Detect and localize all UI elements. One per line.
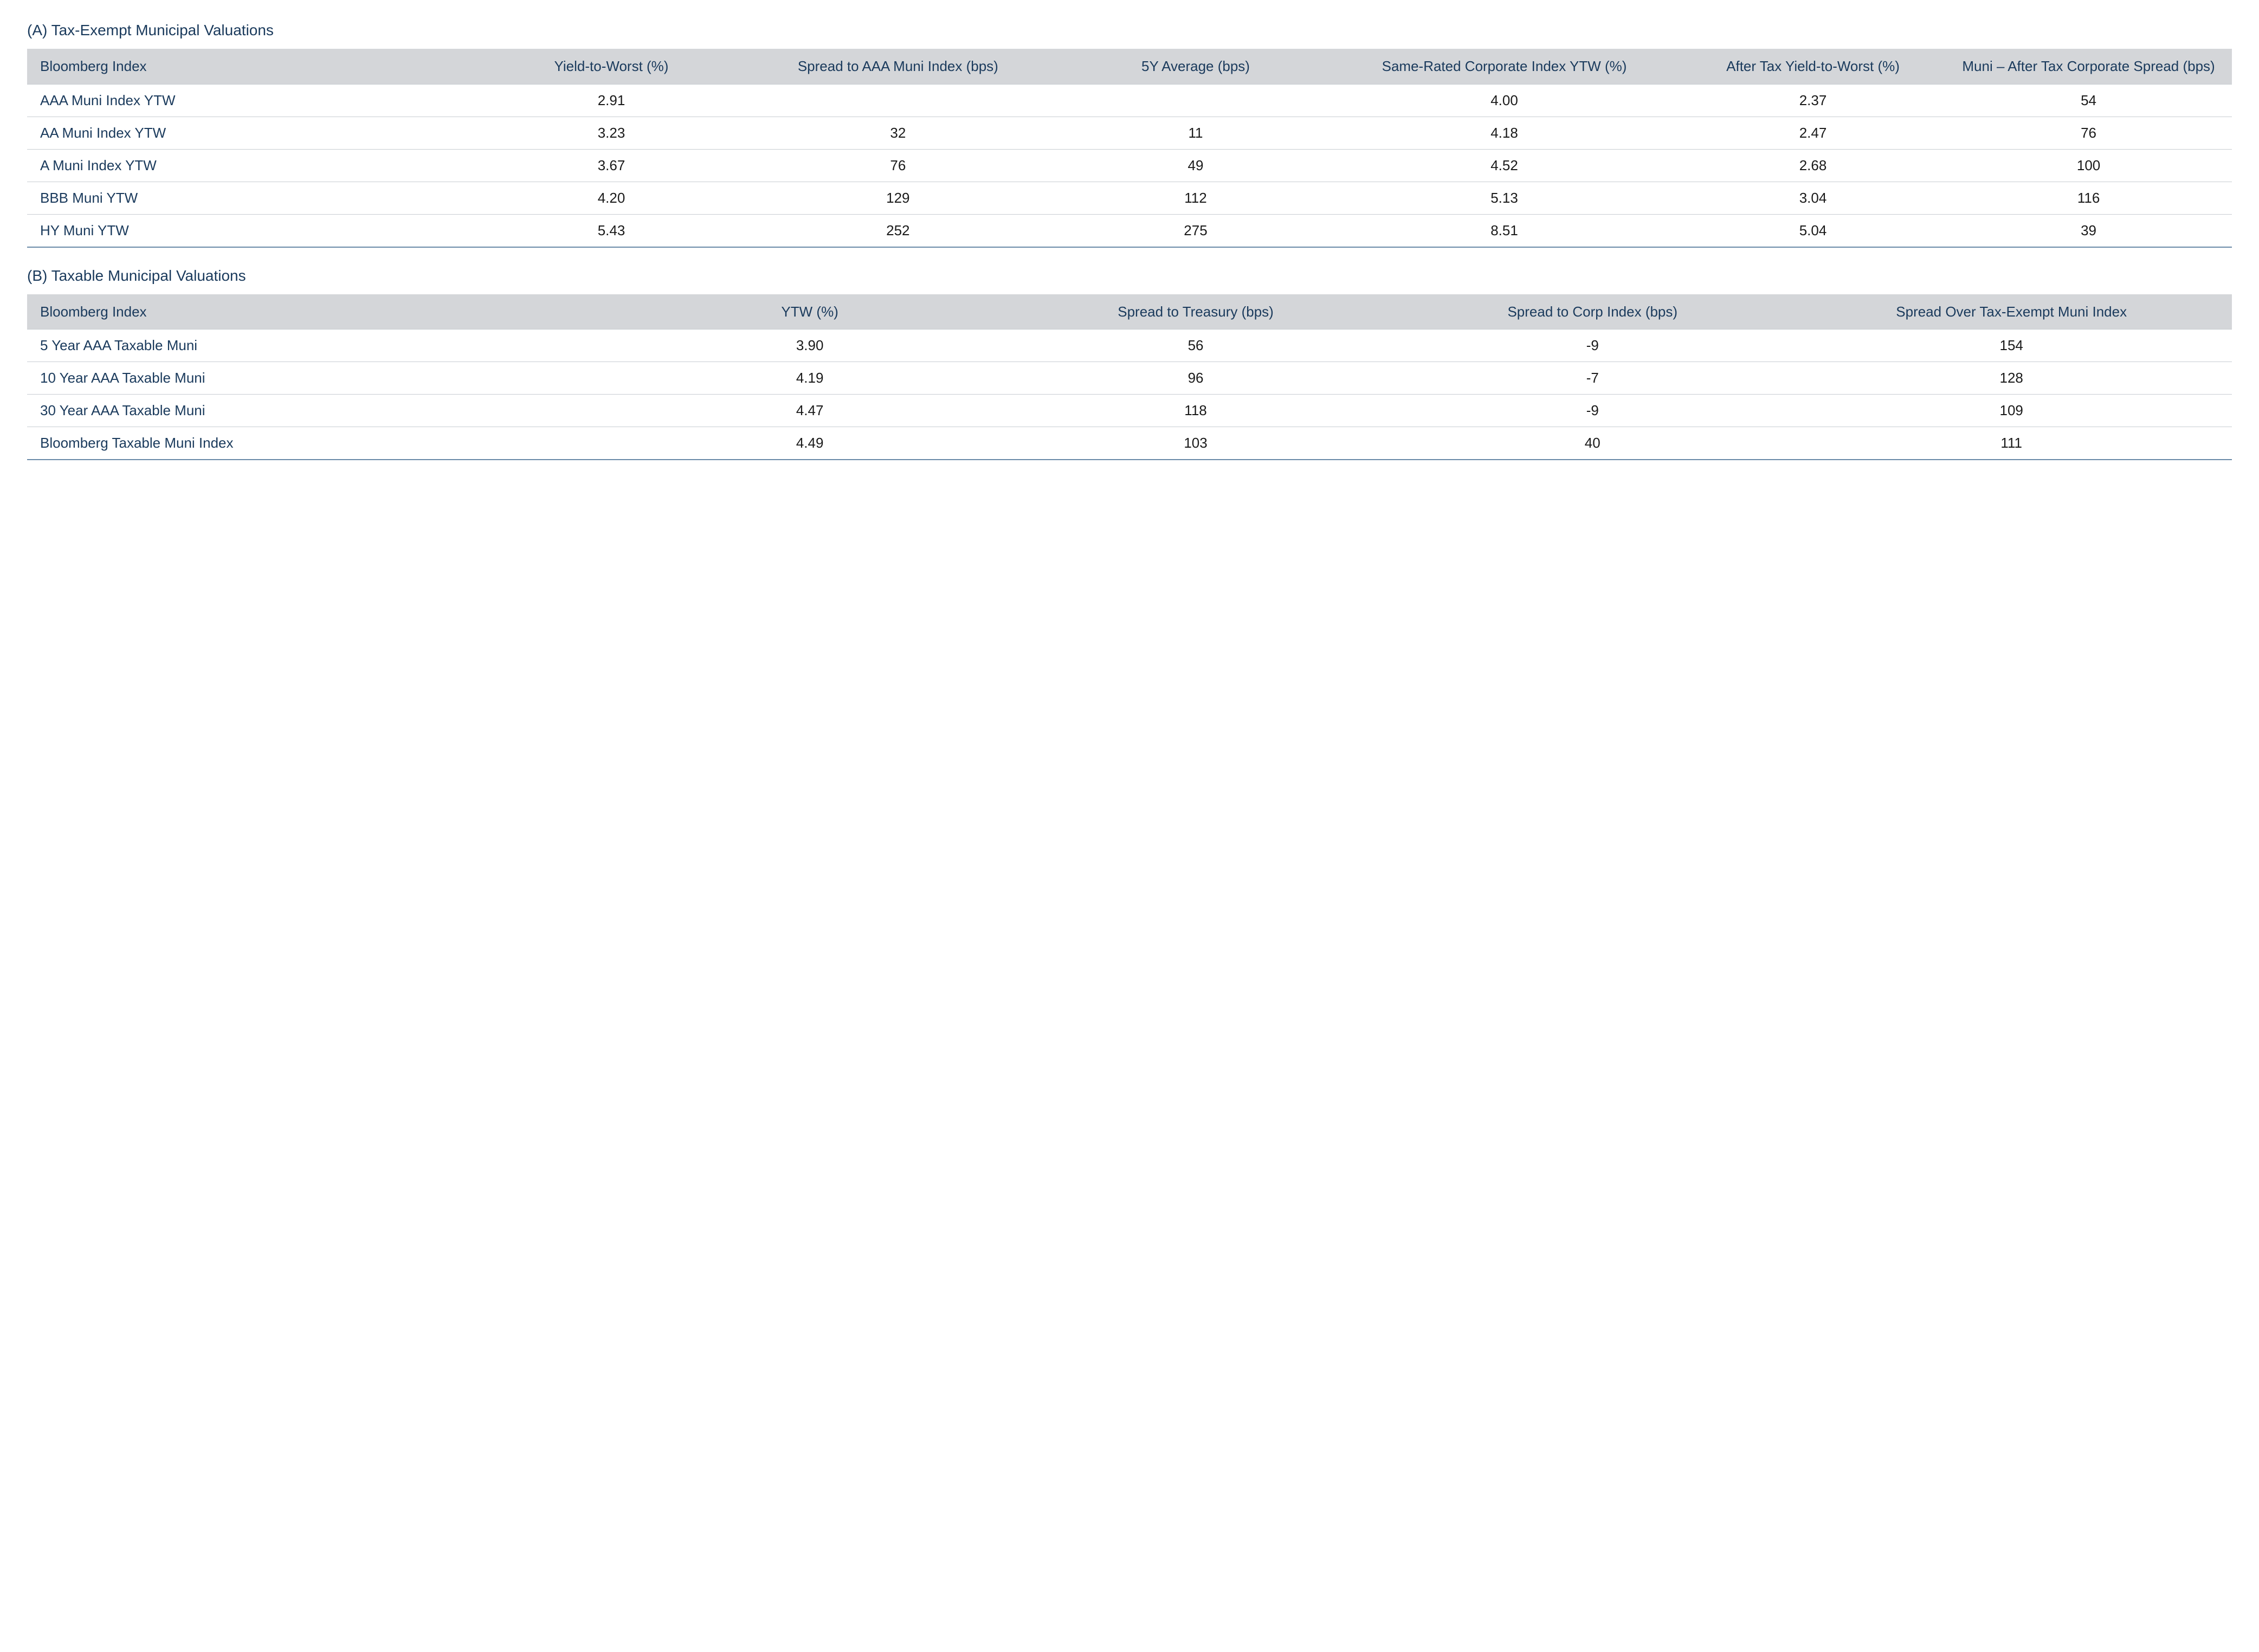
table-row: A Muni Index YTW3.6776494.522.68100 bbox=[27, 149, 2232, 182]
col-header: After Tax Yield-to-Worst (%) bbox=[1681, 49, 1945, 84]
cell: 129 bbox=[733, 182, 1063, 214]
cell: 3.23 bbox=[490, 117, 732, 149]
row-label: BBB Muni YTW bbox=[27, 182, 490, 214]
col-header: Yield-to-Worst (%) bbox=[490, 49, 732, 84]
row-label: AA Muni Index YTW bbox=[27, 117, 490, 149]
cell: 3.04 bbox=[1681, 182, 1945, 214]
cell: 40 bbox=[1394, 427, 1791, 460]
table-a-title: (A) Tax-Exempt Municipal Valuations bbox=[27, 22, 2232, 39]
cell: 100 bbox=[1945, 149, 2232, 182]
cell: 56 bbox=[997, 330, 1394, 362]
cell: 128 bbox=[1791, 362, 2232, 395]
table-a-header-row: Bloomberg Index Yield-to-Worst (%) Sprea… bbox=[27, 49, 2232, 84]
cell: -7 bbox=[1394, 362, 1791, 395]
cell: 112 bbox=[1063, 182, 1328, 214]
table-b-title: (B) Taxable Municipal Valuations bbox=[27, 267, 2232, 285]
table-row: HY Muni YTW5.432522758.515.0439 bbox=[27, 214, 2232, 247]
table-a-section: (A) Tax-Exempt Municipal Valuations Bloo… bbox=[27, 22, 2232, 248]
cell: 11 bbox=[1063, 117, 1328, 149]
table-b-header-row: Bloomberg Index YTW (%) Spread to Treasu… bbox=[27, 294, 2232, 330]
cell: 111 bbox=[1791, 427, 2232, 460]
cell: 32 bbox=[733, 117, 1063, 149]
cell: -9 bbox=[1394, 330, 1791, 362]
table-row: 5 Year AAA Taxable Muni3.9056-9154 bbox=[27, 330, 2232, 362]
cell: 5.13 bbox=[1328, 182, 1681, 214]
col-header: YTW (%) bbox=[622, 294, 997, 330]
table-row: Bloomberg Taxable Muni Index4.4910340111 bbox=[27, 427, 2232, 460]
table-b-body: 5 Year AAA Taxable Muni3.9056-915410 Yea… bbox=[27, 330, 2232, 460]
cell: 103 bbox=[997, 427, 1394, 460]
table-row: 10 Year AAA Taxable Muni4.1996-7128 bbox=[27, 362, 2232, 395]
cell: 96 bbox=[997, 362, 1394, 395]
cell: 3.67 bbox=[490, 149, 732, 182]
cell: 5.04 bbox=[1681, 214, 1945, 247]
row-label: A Muni Index YTW bbox=[27, 149, 490, 182]
col-header: Spread to Corp Index (bps) bbox=[1394, 294, 1791, 330]
col-header: Bloomberg Index bbox=[27, 49, 490, 84]
cell: 252 bbox=[733, 214, 1063, 247]
cell: 116 bbox=[1945, 182, 2232, 214]
row-label: Bloomberg Taxable Muni Index bbox=[27, 427, 622, 460]
cell: 3.90 bbox=[622, 330, 997, 362]
cell: 118 bbox=[997, 395, 1394, 427]
table-b-section: (B) Taxable Municipal Valuations Bloombe… bbox=[27, 267, 2232, 461]
table-row: BBB Muni YTW4.201291125.133.04116 bbox=[27, 182, 2232, 214]
table-b: Bloomberg Index YTW (%) Spread to Treasu… bbox=[27, 294, 2232, 461]
cell bbox=[733, 84, 1063, 117]
row-label: 30 Year AAA Taxable Muni bbox=[27, 395, 622, 427]
row-label: HY Muni YTW bbox=[27, 214, 490, 247]
table-row: AA Muni Index YTW3.2332114.182.4776 bbox=[27, 117, 2232, 149]
col-header: Muni – After Tax Corporate Spread (bps) bbox=[1945, 49, 2232, 84]
cell: 2.37 bbox=[1681, 84, 1945, 117]
cell: 8.51 bbox=[1328, 214, 1681, 247]
table-a-body: AAA Muni Index YTW2.914.002.3754AA Muni … bbox=[27, 84, 2232, 247]
cell: 5.43 bbox=[490, 214, 732, 247]
cell: 4.52 bbox=[1328, 149, 1681, 182]
cell: 76 bbox=[1945, 117, 2232, 149]
table-row: 30 Year AAA Taxable Muni4.47118-9109 bbox=[27, 395, 2232, 427]
cell: 109 bbox=[1791, 395, 2232, 427]
cell: 4.20 bbox=[490, 182, 732, 214]
cell: 54 bbox=[1945, 84, 2232, 117]
col-header: Spread to Treasury (bps) bbox=[997, 294, 1394, 330]
cell: 2.91 bbox=[490, 84, 732, 117]
table-row: AAA Muni Index YTW2.91 4.002.3754 bbox=[27, 84, 2232, 117]
cell: 154 bbox=[1791, 330, 2232, 362]
col-header: Same-Rated Corporate Index YTW (%) bbox=[1328, 49, 1681, 84]
cell: 2.47 bbox=[1681, 117, 1945, 149]
row-label: 5 Year AAA Taxable Muni bbox=[27, 330, 622, 362]
cell: 49 bbox=[1063, 149, 1328, 182]
cell: 4.19 bbox=[622, 362, 997, 395]
row-label: AAA Muni Index YTW bbox=[27, 84, 490, 117]
col-header: Spread Over Tax-Exempt Muni Index bbox=[1791, 294, 2232, 330]
col-header: Spread to AAA Muni Index (bps) bbox=[733, 49, 1063, 84]
cell bbox=[1063, 84, 1328, 117]
cell: 4.49 bbox=[622, 427, 997, 460]
cell: 275 bbox=[1063, 214, 1328, 247]
cell: 76 bbox=[733, 149, 1063, 182]
cell: 2.68 bbox=[1681, 149, 1945, 182]
table-a: Bloomberg Index Yield-to-Worst (%) Sprea… bbox=[27, 49, 2232, 248]
col-header: Bloomberg Index bbox=[27, 294, 622, 330]
cell: 39 bbox=[1945, 214, 2232, 247]
cell: 4.47 bbox=[622, 395, 997, 427]
row-label: 10 Year AAA Taxable Muni bbox=[27, 362, 622, 395]
cell: 4.00 bbox=[1328, 84, 1681, 117]
col-header: 5Y Average (bps) bbox=[1063, 49, 1328, 84]
cell: -9 bbox=[1394, 395, 1791, 427]
cell: 4.18 bbox=[1328, 117, 1681, 149]
